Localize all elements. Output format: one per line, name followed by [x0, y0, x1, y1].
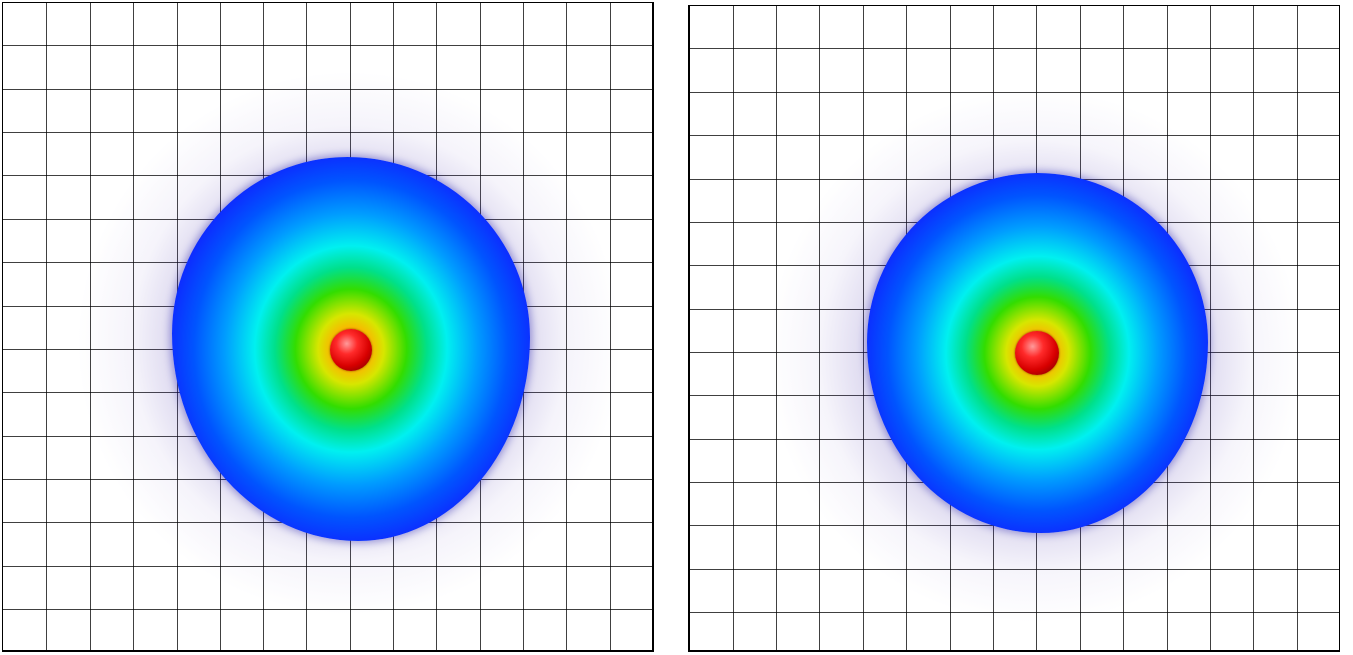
render-panel-right: [688, 5, 1340, 652]
render-panel-left: [2, 2, 654, 652]
atom-sphere: [330, 329, 372, 371]
atom-sphere: [1015, 331, 1059, 375]
